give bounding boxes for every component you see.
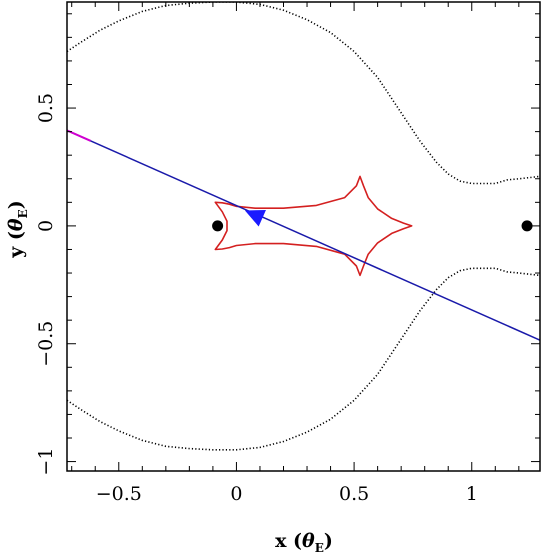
lens-marker-2 <box>521 220 533 232</box>
y-axis-label-main: y ( <box>5 231 27 259</box>
plot-frame <box>66 1 541 472</box>
x-axis-label-main: x ( <box>275 530 302 552</box>
y-axis-label-subscript: E <box>16 209 30 218</box>
caustic-line <box>214 175 413 277</box>
x-tick-label: 0.5 <box>339 483 369 505</box>
y-tick-label: −1 <box>35 448 57 476</box>
x-axis-label-subscript: E <box>315 541 324 555</box>
tick-labels: −0.5 0 0.5 1 −1 −0.5 0 0.5 <box>35 93 478 505</box>
source-trajectory-line <box>67 129 540 341</box>
critical-curve-lower-line <box>67 267 540 451</box>
x-axis-label: x (θE) <box>275 530 333 555</box>
axis-ticks <box>67 2 540 471</box>
y-axis-label-theta: θ <box>5 218 27 231</box>
source-marker <box>244 210 266 227</box>
y-tick-label: −0.5 <box>35 321 57 367</box>
critical-curve-upper-line <box>67 2 540 185</box>
y-tick-label: 0.5 <box>35 93 57 123</box>
x-axis-label-close: ) <box>324 530 333 552</box>
y-tick-label: 0 <box>35 220 57 232</box>
y-axis-label-close: ) <box>5 200 27 209</box>
lens-marker-1 <box>212 220 224 232</box>
plot-area <box>67 2 540 451</box>
x-tick-label: −0.5 <box>96 483 142 505</box>
trajectory-highlight-segment <box>67 129 91 142</box>
y-axis-label: y (θE) <box>5 200 30 259</box>
x-tick-label: 0 <box>230 483 242 505</box>
x-axis-label-theta: θ <box>302 530 315 552</box>
x-tick-label: 1 <box>466 483 478 505</box>
